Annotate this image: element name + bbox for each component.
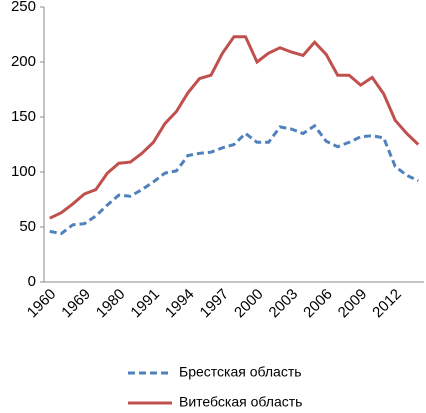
x-tick-label: 2003 (266, 286, 302, 322)
x-tick-label: 1994 (162, 286, 198, 322)
x-tick-label: 2009 (335, 286, 371, 322)
x-tick-label: 2006 (300, 286, 336, 322)
legend-label: Витебская область (179, 394, 302, 408)
y-tick-label: 0 (28, 273, 36, 290)
x-tick-label: 1960 (24, 286, 60, 322)
y-tick-label: 100 (11, 163, 36, 180)
y-tick-label: 250 (11, 0, 36, 15)
x-tick-label: 1980 (93, 286, 129, 322)
y-tick-label: 150 (11, 108, 36, 125)
x-tick-label: 2000 (231, 286, 267, 322)
series-line (49, 123, 419, 236)
y-tick-label: 50 (19, 218, 36, 235)
legend-label: Брестская область (179, 364, 302, 380)
y-tick-label: 200 (11, 53, 36, 70)
series-line (49, 35, 420, 220)
x-tick-label: 1991 (127, 286, 163, 322)
x-tick-label: 2012 (369, 286, 405, 322)
x-tick-label: 1997 (196, 286, 232, 322)
x-tick-label: 1969 (58, 286, 94, 322)
